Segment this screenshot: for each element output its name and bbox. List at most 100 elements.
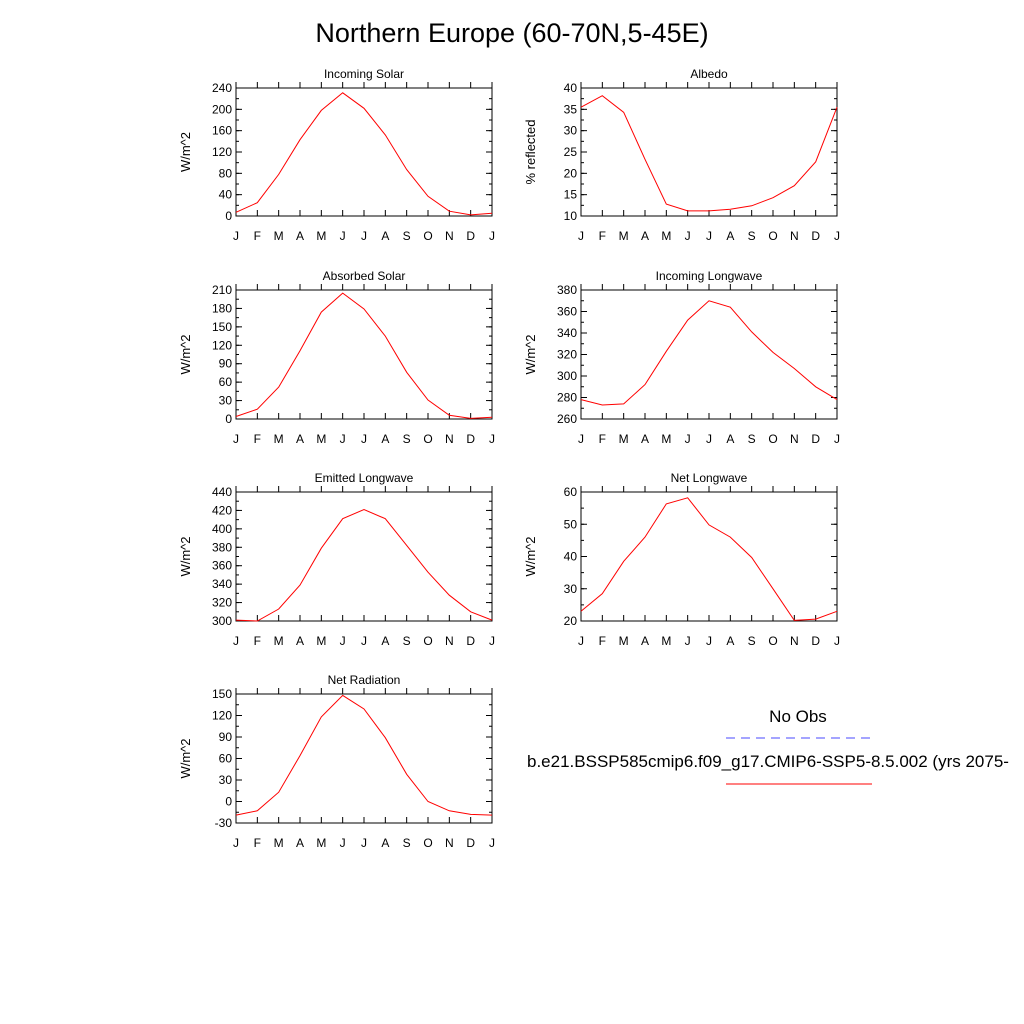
net-radiation-xtick-label-1: F [254,836,261,850]
incoming-solar-xtick-label-12: J [489,229,495,243]
net-longwave-ytick-label-2: 40 [564,550,578,564]
incoming-longwave-xtick-label-7: A [726,432,734,446]
net-radiation-title: Net Radiation [328,673,401,687]
incoming-longwave-ytick-label-0: 260 [557,412,577,426]
net-longwave-title: Net Longwave [671,471,748,485]
incoming-longwave-xtick-label-4: M [661,432,671,446]
absorbed-solar-xtick-label-9: O [423,432,432,446]
incoming-longwave-xtick-label-12: J [834,432,840,446]
absorbed-solar-xtick-label-1: F [254,432,261,446]
albedo-title: Albedo [690,67,728,81]
net-longwave-xtick-label-10: N [790,634,799,648]
incoming-longwave-plot-frame [580,289,838,420]
incoming-longwave-xtick-label-5: J [685,432,691,446]
emitted-longwave-ytick-label-2: 340 [212,577,232,591]
net-longwave-series-line [580,497,838,621]
net-longwave-ylabel: W/m^2 [523,536,538,576]
albedo-ytick-label-0: 10 [564,209,578,223]
net-radiation-series-line [235,694,493,816]
absorbed-solar-ytick-label-4: 120 [212,338,232,352]
net-radiation-ytick-label-0: -30 [215,816,233,830]
net-longwave-xtick-label-9: O [768,634,777,648]
emitted-longwave-xtick-label-8: S [403,634,411,648]
net-longwave-ytick-label-0: 20 [564,614,578,628]
net-radiation-ytick-label-1: 0 [225,795,232,809]
emitted-longwave-ytick-label-3: 360 [212,559,232,573]
net-longwave-xtick-label-8: S [748,634,756,648]
albedo-xtick-label-0: J [578,229,584,243]
incoming-solar-xtick-label-5: J [340,229,346,243]
incoming-solar-ytick-label-1: 40 [219,188,233,202]
absorbed-solar-xtick-label-5: J [340,432,346,446]
albedo-xtick-label-10: N [790,229,799,243]
incoming-solar-xtick-label-0: J [233,229,239,243]
net-radiation-ytick-label-4: 90 [219,730,233,744]
albedo-plot-frame [580,87,838,217]
incoming-longwave-xtick-label-1: F [599,432,606,446]
net-radiation-xtick-label-10: N [445,836,454,850]
net-radiation-xtick-label-11: D [466,836,475,850]
net-longwave-xtick-label-12: J [834,634,840,648]
incoming-longwave-xtick-label-8: S [748,432,756,446]
emitted-longwave-xtick-label-11: D [466,634,475,648]
emitted-longwave-xtick-label-12: J [489,634,495,648]
incoming-solar-ytick-label-3: 120 [212,145,232,159]
absorbed-solar-ytick-label-3: 90 [219,357,233,371]
net-longwave-xtick-label-2: M [619,634,629,648]
incoming-longwave-xtick-label-9: O [768,432,777,446]
emitted-longwave-xtick-label-7: A [381,634,389,648]
emitted-longwave-xtick-label-3: A [296,634,304,648]
absorbed-solar-ytick-label-2: 60 [219,375,233,389]
emitted-longwave-ytick-label-4: 380 [212,540,232,554]
albedo-xtick-label-4: M [661,229,671,243]
incoming-longwave-ytick-label-3: 320 [557,348,577,362]
net-longwave-xtick-label-7: A [726,634,734,648]
net-radiation-xtick-label-7: A [381,836,389,850]
albedo-ylabel: % reflected [523,119,538,184]
net-radiation-xtick-label-6: J [361,836,367,850]
net-radiation-ytick-label-5: 120 [212,709,232,723]
absorbed-solar-ytick-label-7: 210 [212,283,232,297]
emitted-longwave-xtick-label-10: N [445,634,454,648]
absorbed-solar-xtick-label-8: S [403,432,411,446]
emitted-longwave-xtick-label-2: M [274,634,284,648]
incoming-solar-xtick-label-7: A [381,229,389,243]
incoming-solar-xtick-label-3: A [296,229,304,243]
absorbed-solar-ytick-label-1: 30 [219,394,233,408]
incoming-solar-xtick-label-4: M [316,229,326,243]
absorbed-solar-title: Absorbed Solar [323,269,406,283]
emitted-longwave-ytick-label-7: 440 [212,485,232,499]
absorbed-solar-ytick-label-0: 0 [225,412,232,426]
emitted-longwave-ytick-label-0: 300 [212,614,232,628]
legend-obs-label: No Obs [769,707,827,726]
absorbed-solar-series-line [235,292,493,419]
panel-incoming-longwave: Incoming Longwave W/m^2 260 280 300 320 340 360… [523,269,840,446]
incoming-solar-xtick-label-1: F [254,229,261,243]
incoming-longwave-ytick-label-2: 300 [557,369,577,383]
incoming-longwave-xtick-label-11: D [811,432,820,446]
incoming-solar-xtick-label-2: M [274,229,284,243]
emitted-longwave-xtick-label-5: J [340,634,346,648]
incoming-solar-xtick-label-10: N [445,229,454,243]
albedo-ytick-label-5: 35 [564,102,578,116]
albedo-ytick-label-3: 25 [564,145,578,159]
incoming-longwave-ytick-label-6: 380 [557,283,577,297]
incoming-longwave-ytick-label-1: 280 [557,391,577,405]
emitted-longwave-xtick-label-4: M [316,634,326,648]
emitted-longwave-ytick-label-6: 420 [212,503,232,517]
incoming-longwave-ytick-label-5: 360 [557,305,577,319]
emitted-longwave-plot-frame [235,491,493,622]
net-longwave-ytick-label-3: 50 [564,517,578,531]
albedo-xtick-label-6: J [706,229,712,243]
absorbed-solar-ytick-label-6: 180 [212,301,232,315]
absorbed-solar-xtick-label-6: J [361,432,367,446]
emitted-longwave-xtick-label-1: F [254,634,261,648]
absorbed-solar-xtick-label-3: A [296,432,304,446]
incoming-longwave-xtick-label-10: N [790,432,799,446]
albedo-xtick-label-12: J [834,229,840,243]
